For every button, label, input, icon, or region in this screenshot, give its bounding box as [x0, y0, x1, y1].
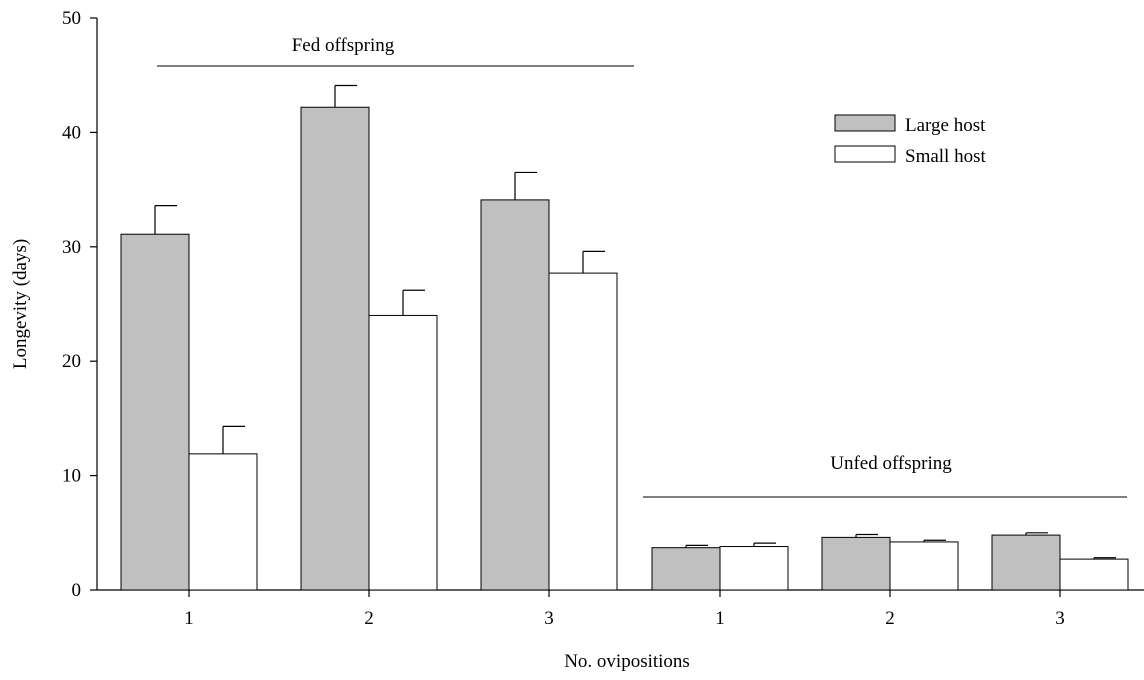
bar-large-host	[651, 547, 721, 591]
bar-small-host	[889, 541, 959, 591]
y-axis-title: Longevity (days)	[10, 239, 31, 369]
x-tick-label: 2	[364, 608, 374, 629]
bar-small-host	[188, 453, 258, 591]
axes: 0 10 20 30 40 50 1 2 3 1 2 3	[62, 8, 1144, 629]
bar-large-host	[480, 199, 550, 591]
bar-small-host	[1059, 558, 1129, 591]
x-tick-label: 3	[1055, 608, 1065, 629]
error-bars	[154, 84, 1116, 560]
legend-swatch-large-host	[834, 114, 896, 132]
labels: Longevity (days) No. ovipositions Fed of…	[10, 35, 952, 672]
y-tick-label: 10	[62, 466, 81, 487]
y-tick-label: 0	[72, 580, 82, 601]
legend-swatch-small-host	[834, 145, 896, 163]
bar-large-host	[120, 233, 190, 591]
x-axis-title: No. ovipositions	[564, 651, 690, 672]
x-tick-label: 2	[885, 608, 895, 629]
x-tick-label: 1	[184, 608, 194, 629]
group-label-fed: Fed offspring	[292, 35, 395, 56]
legend-label-small-host: Small host	[905, 146, 986, 167]
bar-large-host	[991, 534, 1061, 591]
group-label-unfed: Unfed offspring	[830, 453, 952, 474]
x-tick-label: 1	[715, 608, 725, 629]
bar-small-host	[548, 272, 618, 591]
y-tick-label: 30	[62, 237, 81, 258]
bar-large-host	[300, 106, 370, 591]
y-tick-label: 40	[62, 122, 81, 143]
bar-large-host	[821, 536, 891, 591]
legend: Large host Small host	[834, 114, 986, 167]
bars	[120, 106, 1129, 591]
y-tick-label: 50	[62, 8, 81, 29]
x-tick-label: 3	[544, 608, 554, 629]
bar-small-host	[368, 314, 438, 591]
y-tick-label: 20	[62, 351, 81, 372]
legend-label-large-host: Large host	[905, 115, 986, 136]
bar-small-host	[719, 546, 789, 591]
